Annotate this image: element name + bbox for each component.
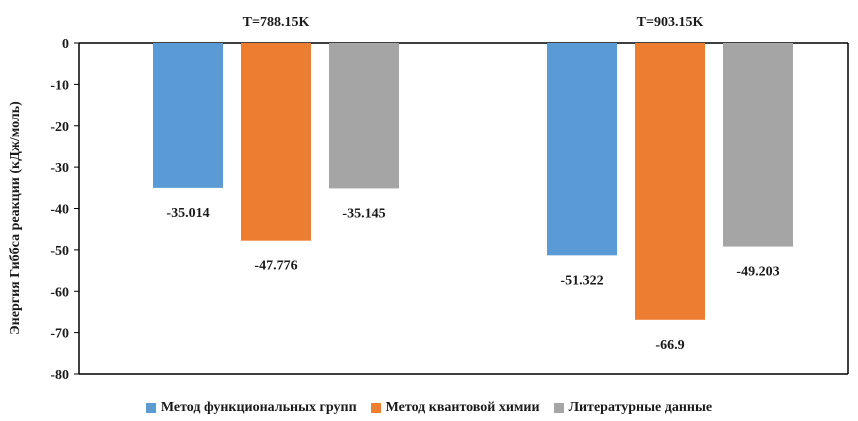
- legend-item: Литературные данные: [553, 400, 713, 416]
- y-tick-label: -10: [50, 78, 69, 93]
- y-tick-label: -60: [50, 285, 69, 300]
- legend: Метод функциональных групп Метод квантово…: [0, 396, 858, 420]
- y-tick-label: 0: [62, 37, 69, 52]
- bar-data-label: -49.203: [736, 265, 779, 280]
- bar: [635, 43, 705, 320]
- bar-data-label: -35.145: [342, 206, 385, 221]
- bar-data-label: -47.776: [254, 259, 297, 274]
- y-axis-ticks: 0 -10 -20 -30 -40 -50 -60 -70 -80: [50, 37, 79, 383]
- legend-item: Метод функциональных групп: [145, 400, 357, 416]
- y-tick-label: -70: [50, 327, 69, 342]
- legend-swatch: [553, 403, 564, 413]
- y-tick-label: -50: [50, 244, 69, 259]
- y-tick-label: -20: [50, 120, 69, 135]
- category-label: T=788.15K: [243, 15, 310, 30]
- bar: [723, 43, 793, 247]
- y-tick-label: -30: [50, 161, 69, 176]
- bar: [241, 43, 311, 241]
- bar-data-label: -51.322: [560, 273, 603, 288]
- y-tick-label: -80: [50, 368, 69, 383]
- bar: [547, 43, 617, 256]
- bar-data-label: -35.014: [166, 206, 209, 221]
- legend-label: Метод функциональных групп: [160, 400, 357, 415]
- bar: [329, 43, 399, 189]
- y-axis-label: Энергия Гиббса реакции (кДж/моль): [8, 101, 23, 335]
- legend-item: Метод квантовой химии: [370, 400, 540, 416]
- legend-swatch: [370, 403, 381, 413]
- bar-data-label: -66.9: [655, 338, 684, 353]
- bars: [153, 43, 793, 320]
- category-labels: T=788.15K T=903.15K: [243, 15, 704, 30]
- y-tick-label: -40: [50, 203, 69, 218]
- legend-swatch: [145, 403, 156, 413]
- data-labels: -35.014 -51.322 -47.776 -66.9 -35.145 -49.203: [166, 206, 779, 353]
- category-label: T=903.15K: [637, 15, 704, 30]
- bar: [153, 43, 223, 188]
- legend-label: Метод квантовой химии: [385, 400, 540, 415]
- legend-label: Литературные данные: [568, 400, 713, 415]
